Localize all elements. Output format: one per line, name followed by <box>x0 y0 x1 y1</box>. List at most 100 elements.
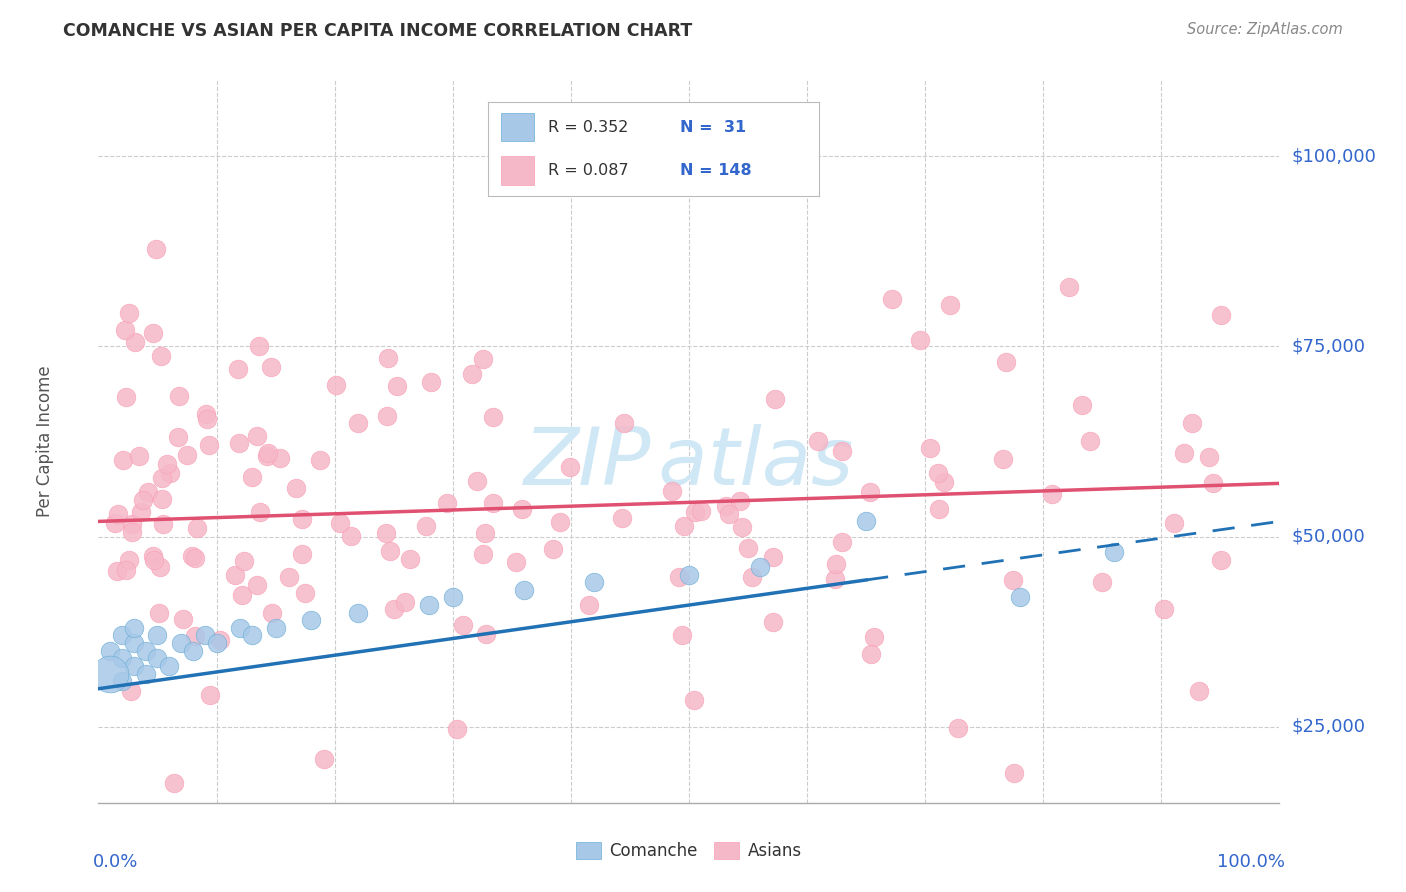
Point <box>690 504 713 518</box>
Point <box>247 339 270 353</box>
Point <box>115 563 138 577</box>
Point <box>291 547 314 561</box>
Point <box>612 416 634 430</box>
Point <box>927 467 949 481</box>
Point <box>1102 545 1125 559</box>
Text: 0.0%: 0.0% <box>93 854 138 871</box>
Point <box>728 494 751 508</box>
Point <box>731 520 754 534</box>
Point <box>995 355 1018 369</box>
Text: Per Capita Income: Per Capita Income <box>37 366 55 517</box>
Point <box>512 582 534 597</box>
Point <box>128 449 150 463</box>
Point <box>377 351 399 366</box>
Text: $75,000: $75,000 <box>1291 337 1365 356</box>
Point <box>918 441 941 455</box>
Point <box>148 606 170 620</box>
Point <box>181 643 204 657</box>
Point <box>312 752 335 766</box>
Text: $50,000: $50,000 <box>1291 527 1365 546</box>
Point <box>471 547 494 561</box>
Point <box>807 434 830 449</box>
Point <box>150 471 173 485</box>
Text: Source: ZipAtlas.com: Source: ZipAtlas.com <box>1187 22 1343 37</box>
Text: ZIP atlas: ZIP atlas <box>524 425 853 502</box>
Point <box>672 518 695 533</box>
Point <box>205 636 228 650</box>
Point <box>233 554 256 568</box>
Point <box>1202 476 1225 491</box>
Point <box>548 515 571 529</box>
Point <box>436 496 458 510</box>
Point <box>150 491 173 506</box>
Point <box>441 591 464 605</box>
Point <box>1181 417 1204 431</box>
Point <box>278 570 301 584</box>
Point <box>120 684 142 698</box>
Point <box>1002 573 1025 587</box>
Point <box>375 409 398 423</box>
Point <box>855 515 877 529</box>
Point <box>118 552 141 566</box>
Point <box>135 643 157 657</box>
Point <box>98 666 121 681</box>
Point <box>831 535 853 549</box>
Point <box>932 475 955 490</box>
Point <box>107 508 129 522</box>
Point <box>256 446 278 460</box>
Point <box>860 647 883 661</box>
Point <box>181 549 204 563</box>
Point <box>741 569 763 583</box>
Point <box>461 367 484 381</box>
Text: 100.0%: 100.0% <box>1218 854 1285 871</box>
Point <box>142 326 165 341</box>
Point <box>474 526 496 541</box>
Point <box>98 643 121 657</box>
Point <box>661 484 683 499</box>
Point <box>169 389 191 403</box>
Point <box>122 659 145 673</box>
Point <box>763 392 786 406</box>
Point <box>1163 516 1185 530</box>
Point <box>475 627 498 641</box>
Point <box>928 501 950 516</box>
Point <box>104 516 127 531</box>
Point <box>387 378 409 392</box>
Point <box>195 412 218 426</box>
Point <box>111 651 134 665</box>
Point <box>245 429 267 443</box>
Point <box>737 541 759 555</box>
Point <box>111 453 134 467</box>
Point <box>908 334 931 348</box>
Point <box>453 617 475 632</box>
Point <box>118 306 141 320</box>
Point <box>825 558 848 572</box>
Point <box>146 651 169 665</box>
Point <box>831 444 853 458</box>
Point <box>1091 574 1114 589</box>
Point <box>105 564 128 578</box>
Point <box>146 628 169 642</box>
Point <box>260 359 283 374</box>
Point <box>859 485 882 500</box>
Point <box>249 505 271 519</box>
Point <box>284 481 307 495</box>
Point <box>329 516 352 530</box>
Point <box>114 390 136 404</box>
Point <box>824 572 846 586</box>
Point <box>149 560 172 574</box>
Point <box>122 636 145 650</box>
Point <box>122 621 145 635</box>
Point <box>198 438 221 452</box>
Point <box>683 504 706 518</box>
Point <box>394 595 416 609</box>
Point <box>176 448 198 462</box>
Point <box>194 628 217 642</box>
Point <box>762 615 785 629</box>
Point <box>946 721 969 735</box>
Point <box>505 555 527 569</box>
Point <box>583 575 606 590</box>
Point <box>862 630 884 644</box>
Point <box>558 460 581 475</box>
Point <box>166 430 188 444</box>
